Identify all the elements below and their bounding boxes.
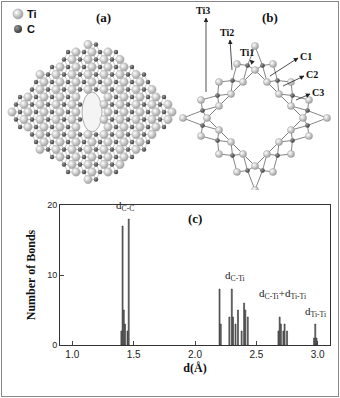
svg-text:(c): (c): [188, 211, 202, 226]
svg-text:2.5: 2.5: [249, 349, 263, 360]
svg-text:C1: C1: [300, 51, 312, 62]
svg-text:Number of Bonds: Number of Bonds: [24, 229, 38, 320]
svg-text:10: 10: [47, 270, 57, 280]
svg-text:d(Å): d(Å): [183, 361, 206, 375]
svg-text:1.0: 1.0: [65, 349, 79, 360]
svg-text:2.0: 2.0: [188, 349, 202, 360]
svg-text:d​Ti-Ti​: d​Ti-Ti​: [305, 305, 326, 319]
svg-text:d​C-Ti​+d​Ti-Ti​: d​C-Ti​+d​Ti-Ti​: [259, 287, 306, 301]
svg-text:3.0: 3.0: [311, 349, 325, 360]
svg-text:d​C-Ti​: d​C-Ti​: [225, 269, 245, 283]
svg-text:0: 0: [52, 340, 57, 350]
svg-text:Ti1: Ti1: [240, 47, 254, 58]
svg-text:C3: C3: [312, 87, 324, 98]
svg-text:Ti: Ti: [27, 8, 37, 20]
svg-text:(a): (a): [96, 10, 111, 25]
svg-text:20: 20: [47, 200, 57, 210]
svg-text:1.5: 1.5: [127, 349, 141, 360]
svg-text:(b): (b): [262, 10, 278, 25]
svg-text:C: C: [27, 23, 35, 35]
svg-text:Ti3: Ti3: [196, 5, 210, 16]
svg-text:C2: C2: [306, 69, 318, 80]
svg-text:d​C-C​: d​C-C​: [116, 199, 134, 213]
svg-text:Ti2: Ti2: [220, 27, 234, 38]
